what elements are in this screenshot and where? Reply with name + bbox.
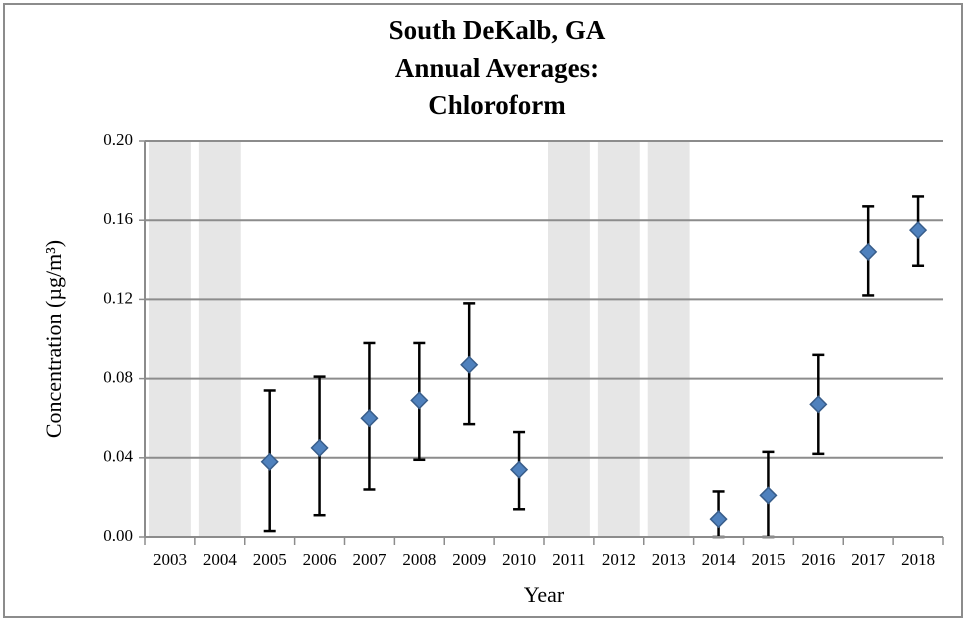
y-tick-label: 0.08: [103, 368, 133, 387]
data-point: [260, 452, 279, 471]
chart-title: Chloroform: [428, 90, 566, 120]
data-point: [510, 460, 529, 479]
y-tick-label: 0.20: [103, 130, 133, 149]
x-tick-label: 2011: [552, 550, 585, 569]
x-tick-label: 2015: [751, 550, 785, 569]
x-tick-label: 2016: [801, 550, 835, 569]
x-tick-label: 2004: [203, 550, 238, 569]
chart-title: South DeKalb, GA: [389, 15, 606, 45]
data-point: [759, 486, 778, 505]
x-tick-label: 2017: [851, 550, 886, 569]
y-tick-label: 0.16: [103, 209, 133, 228]
no-data-band: [647, 141, 690, 537]
x-tick-label: 2005: [253, 550, 287, 569]
y-axis-label: Concentration (µg/m³): [41, 240, 66, 438]
y-tick-label: 0.12: [103, 288, 133, 307]
x-tick-label: 2010: [502, 550, 536, 569]
data-point: [809, 395, 828, 414]
x-tick-label: 2009: [452, 550, 486, 569]
no-data-band: [198, 141, 241, 537]
data-point: [410, 391, 429, 410]
x-tick-label: 2007: [352, 550, 387, 569]
x-tick-label: 2013: [652, 550, 686, 569]
no-data-band: [149, 141, 191, 537]
y-tick-label: 0.04: [103, 447, 133, 466]
data-point: [310, 438, 329, 457]
no-data-band: [548, 141, 590, 537]
chart-title: Annual Averages:: [395, 53, 599, 83]
y-tick-label: 0.00: [103, 526, 133, 545]
data-point: [859, 242, 878, 261]
x-tick-label: 2014: [702, 550, 737, 569]
x-tick-label: 2003: [153, 550, 187, 569]
data-point: [460, 355, 479, 374]
no-data-band: [597, 141, 640, 537]
x-axis-label: Year: [524, 582, 565, 607]
data-point: [909, 221, 928, 240]
x-tick-label: 2006: [303, 550, 337, 569]
x-tick-label: 2008: [402, 550, 436, 569]
x-tick-label: 2012: [602, 550, 636, 569]
data-point: [360, 409, 379, 428]
data-point: [709, 510, 728, 529]
x-tick-label: 2018: [901, 550, 935, 569]
